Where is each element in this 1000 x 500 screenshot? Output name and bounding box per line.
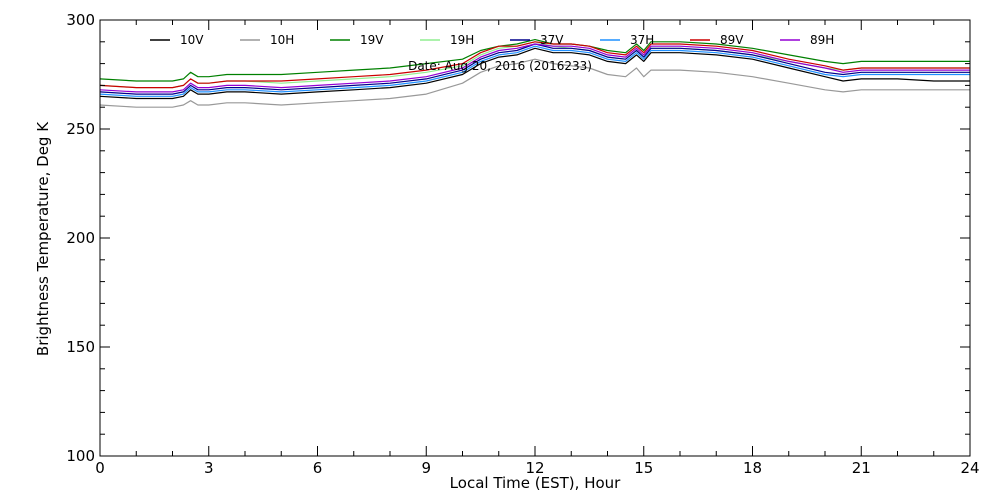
y-axis-title: Brightness Temperature, Deg K xyxy=(34,121,52,356)
x-tick-label: 0 xyxy=(95,459,105,477)
legend-label-89v: 89V xyxy=(720,33,744,47)
x-tick-label: 12 xyxy=(525,459,544,477)
x-axis-title: Local Time (EST), Hour xyxy=(450,474,621,492)
y-tick-label: 200 xyxy=(66,229,95,247)
date-annotation: Date: Aug 20, 2016 (2016233) xyxy=(408,59,592,73)
x-tick-label: 24 xyxy=(960,459,979,477)
legend-label-37v: 37V xyxy=(540,33,564,47)
x-tick-label: 18 xyxy=(743,459,762,477)
y-tick-label: 300 xyxy=(66,11,95,29)
ticks-layer: 0 3 6 9 12 15 18 21 24 100 150 200 250 300 xyxy=(66,11,979,477)
legend-label-37h: 37H xyxy=(630,33,654,47)
series-line-10h xyxy=(99,58,970,108)
legend-label-19v: 19V xyxy=(360,33,384,47)
series-line-19v xyxy=(99,38,970,82)
y-tick-label: 150 xyxy=(66,338,95,356)
legend: 10V 10H 19V 19H 37V 37H 89V 89H xyxy=(150,33,834,47)
series-line-37h xyxy=(99,45,970,97)
legend-label-10v: 10V xyxy=(180,33,204,47)
x-tick-label: 21 xyxy=(852,459,871,477)
legend-label-10h: 10H xyxy=(270,33,294,47)
legend-label-89h: 89H xyxy=(810,33,834,47)
y-tick-label: 100 xyxy=(66,447,95,465)
series-line-89v xyxy=(99,41,970,89)
y-tick-label: 250 xyxy=(66,120,95,138)
series-layer xyxy=(99,38,970,108)
series-line-37v xyxy=(99,43,970,95)
legend-label-19h: 19H xyxy=(450,33,474,47)
x-tick-label: 9 xyxy=(421,459,431,477)
x-tick-label: 15 xyxy=(634,459,653,477)
x-tick-label: 3 xyxy=(204,459,214,477)
x-tick-label: 6 xyxy=(313,459,323,477)
series-line-10v xyxy=(99,47,970,100)
series-line-89h xyxy=(99,43,970,93)
